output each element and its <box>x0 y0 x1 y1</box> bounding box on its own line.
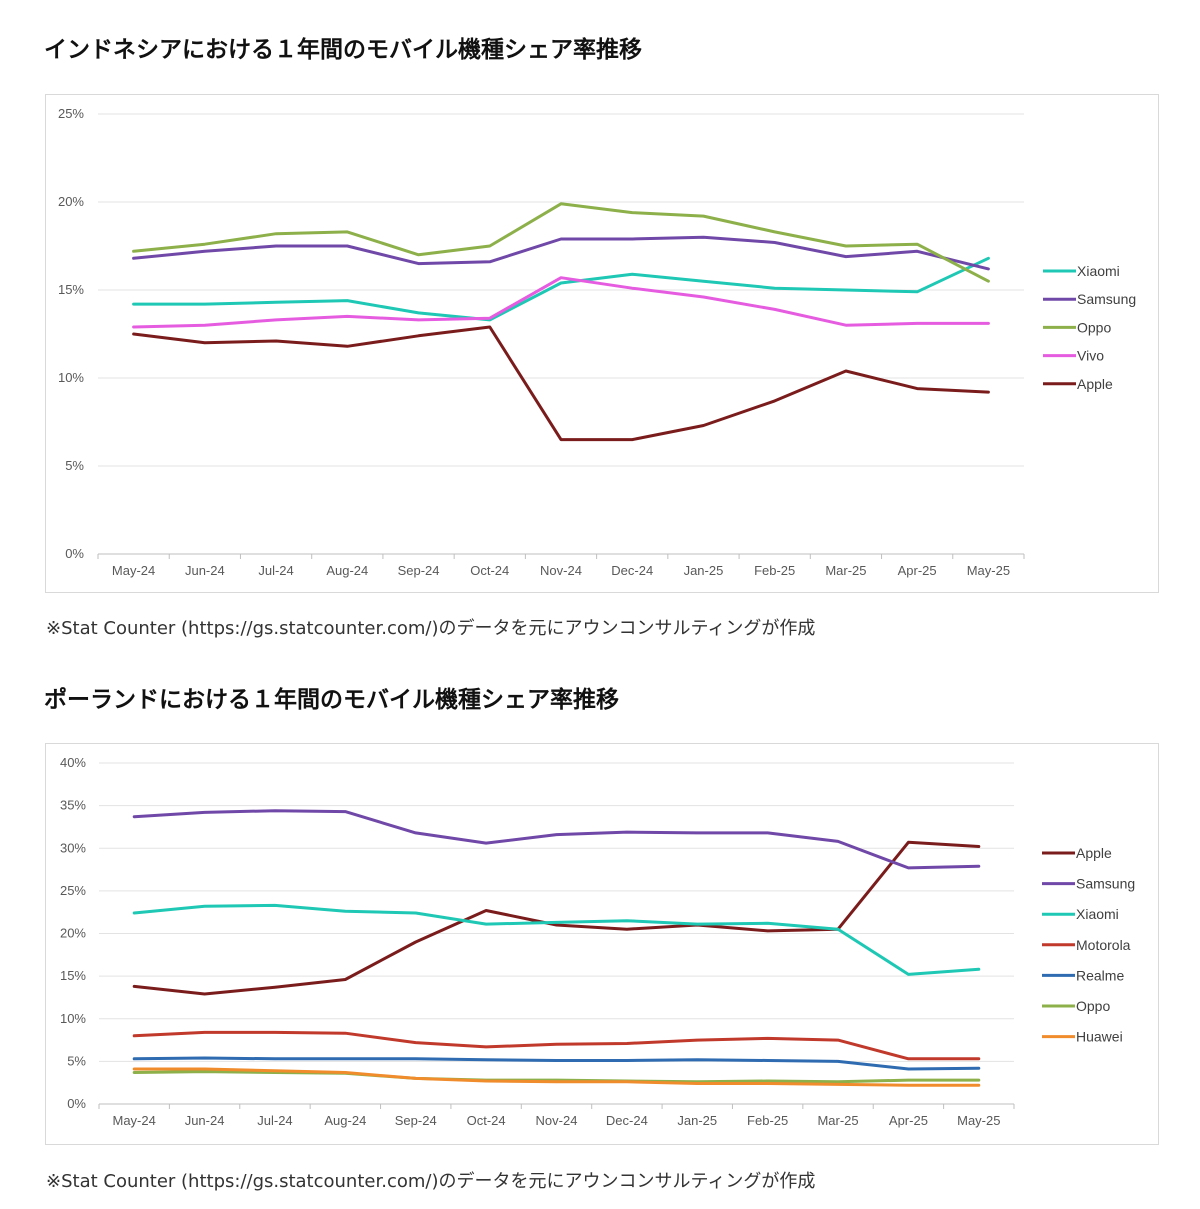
series-line-vivo <box>132 276 990 329</box>
series-line-xiaomi <box>132 256 990 322</box>
chart1-svg: 0% 5% 10% 15% 20% 25% May-24 Jun-24 Jul-24 Aug-24… <box>58 106 1136 578</box>
x-tick-label: Jan-25 <box>677 1113 717 1128</box>
series-line-huawei <box>132 1067 981 1087</box>
legend-label-xiaomi: Xiaomi <box>1076 906 1119 922</box>
x-tick-label: Nov-24 <box>540 563 582 578</box>
chart2-title: ポーランドにおける１年間のモバイル機種シェア率推移 <box>44 687 619 713</box>
x-tick-label: Oct-24 <box>467 1113 506 1128</box>
y-tick-label: 5% <box>65 458 84 473</box>
x-tick-label: Sep-24 <box>395 1113 437 1128</box>
series-line-apple <box>132 840 981 996</box>
series-line-motorola <box>132 1030 981 1061</box>
y-tick-label: 20% <box>58 194 84 209</box>
y-tick-label: 10% <box>58 370 84 385</box>
chart1-source-note: ※Stat Counter (https://gs.statcounter.co… <box>46 618 816 639</box>
x-tick-label: May-25 <box>957 1113 1000 1128</box>
y-tick-label: 10% <box>60 1011 86 1026</box>
series-line-xiaomi <box>132 903 981 976</box>
series-line-samsung <box>132 235 990 271</box>
series-line-oppo <box>132 202 990 283</box>
legend-label-motorola: Motorola <box>1076 937 1131 953</box>
legend-label-huawei: Huawei <box>1076 1029 1123 1045</box>
y-tick-label: 25% <box>60 883 86 898</box>
y-tick-label: 15% <box>58 282 84 297</box>
chart2-source-note: ※Stat Counter (https://gs.statcounter.co… <box>46 1171 816 1192</box>
x-tick-label: Feb-25 <box>747 1113 788 1128</box>
series-line-apple <box>132 325 990 442</box>
x-tick-label: Feb-25 <box>754 563 795 578</box>
x-tick-label: Dec-24 <box>611 563 653 578</box>
x-tick-label: Sep-24 <box>398 563 440 578</box>
legend-label-apple: Apple <box>1076 845 1112 861</box>
x-tick-label: Aug-24 <box>324 1113 366 1128</box>
x-tick-label: Mar-25 <box>825 563 866 578</box>
legend-label-oppo: Oppo <box>1077 319 1111 335</box>
chart1-title: インドネシアにおける１年間のモバイル機種シェア率推移 <box>44 37 642 63</box>
y-tick-label: 15% <box>60 968 86 983</box>
x-tick-label: Apr-25 <box>889 1113 928 1128</box>
x-tick-label: May-24 <box>113 1113 156 1128</box>
legend-label-xiaomi: Xiaomi <box>1077 263 1120 279</box>
x-tick-label: Jun-24 <box>185 1113 225 1128</box>
series-line-samsung <box>132 809 981 870</box>
x-tick-label: Jun-24 <box>185 563 225 578</box>
x-tick-label: Mar-25 <box>817 1113 858 1128</box>
chart1-container: 0% 5% 10% 15% 20% 25% May-24 Jun-24 Jul-24 Aug-24… <box>45 94 1159 593</box>
legend-label-samsung: Samsung <box>1077 291 1136 307</box>
series-line-oppo <box>132 1070 981 1084</box>
x-tick-label: Oct-24 <box>470 563 509 578</box>
y-tick-label: 25% <box>58 106 84 121</box>
legend-label-apple: Apple <box>1077 376 1113 392</box>
y-tick-label: 5% <box>67 1053 86 1068</box>
y-tick-label: 20% <box>60 926 86 941</box>
chart2-svg: 0% 5% 10% 15% 20% 25% 30% 35% 40% May-24 Jun-24 Jul… <box>60 755 1135 1128</box>
x-tick-label: Aug-24 <box>326 563 368 578</box>
y-tick-label: 0% <box>67 1096 86 1111</box>
legend-label-vivo: Vivo <box>1077 348 1104 364</box>
y-tick-label: 30% <box>60 840 86 855</box>
x-tick-label: Jan-25 <box>684 563 724 578</box>
x-tick-label: Dec-24 <box>606 1113 648 1128</box>
y-tick-label: 0% <box>65 546 84 561</box>
legend-label-realme: Realme <box>1076 967 1124 983</box>
x-tick-label: May-25 <box>967 563 1010 578</box>
y-tick-label: 40% <box>60 755 86 770</box>
legend-label-samsung: Samsung <box>1076 876 1135 892</box>
legend-label-oppo: Oppo <box>1076 998 1110 1014</box>
series-line-realme <box>132 1056 981 1071</box>
chart2-container: 0% 5% 10% 15% 20% 25% 30% 35% 40% May-24 Jun-24 Jul… <box>45 743 1159 1145</box>
x-tick-label: Jul-24 <box>257 1113 292 1128</box>
y-tick-label: 35% <box>60 798 86 813</box>
x-tick-label: Apr-25 <box>898 563 937 578</box>
x-tick-label: Nov-24 <box>536 1113 578 1128</box>
x-tick-label: May-24 <box>112 563 155 578</box>
x-tick-label: Jul-24 <box>258 563 293 578</box>
